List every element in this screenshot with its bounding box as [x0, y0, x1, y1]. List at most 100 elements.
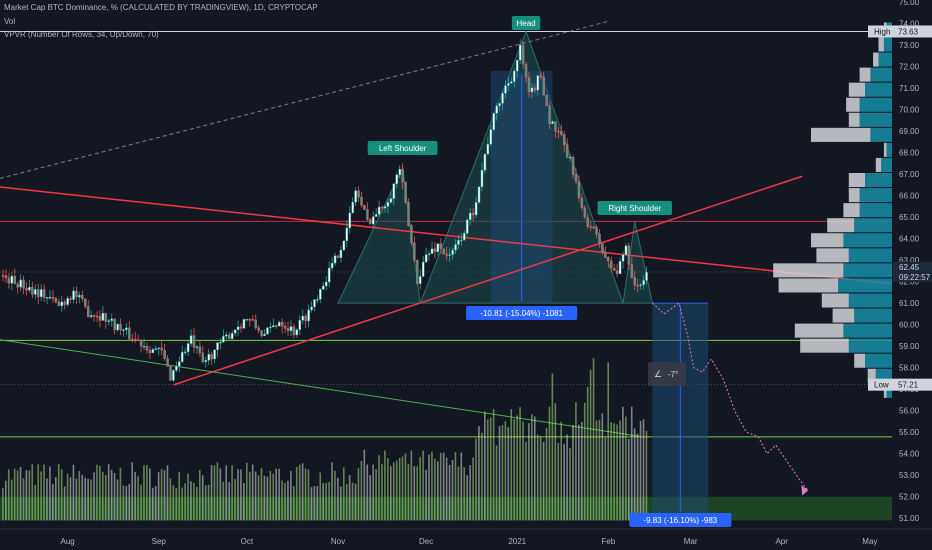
candle — [251, 315, 255, 321]
volume-bar — [551, 373, 554, 521]
head-label-text: Head — [516, 19, 535, 28]
volume-bar — [278, 468, 280, 521]
volume-bar — [63, 486, 66, 521]
volume-bar — [431, 451, 433, 521]
candle — [157, 347, 160, 356]
volume-bar — [604, 437, 607, 521]
vp-up-bar — [865, 353, 892, 368]
volume-bar — [387, 458, 389, 521]
volume-bar — [619, 420, 621, 521]
candle — [54, 296, 58, 304]
vpvr-indicator-label[interactable]: VPVR (Number Of Rows, 34, Up/Down, 70) — [4, 30, 159, 39]
candle — [286, 321, 290, 336]
volume-bar — [489, 417, 492, 521]
volume-bar — [442, 452, 445, 521]
candle — [84, 298, 87, 309]
candle — [471, 208, 475, 222]
volume-bar — [639, 420, 642, 521]
candle — [468, 207, 472, 226]
vp-down-bar — [811, 233, 844, 248]
volume-bar — [498, 426, 501, 521]
candle — [407, 198, 410, 227]
candle — [201, 346, 205, 364]
volume-bar — [607, 362, 610, 521]
volume-bar — [381, 463, 383, 521]
x-tick-label: Dec — [419, 537, 433, 546]
vp-down-bar — [848, 188, 860, 203]
candle — [313, 299, 316, 312]
candle — [131, 333, 134, 343]
volume-bar — [384, 450, 386, 521]
vol-indicator-label[interactable]: Vol — [4, 17, 16, 26]
chart-title[interactable]: Market Cap BTC Dominance, % (CALCULATED … — [4, 3, 318, 12]
vp-down-bar — [794, 323, 844, 338]
candle — [466, 218, 469, 236]
volume-bar — [436, 461, 439, 521]
volume-bar — [642, 419, 645, 521]
candle — [254, 314, 257, 330]
volume-bar — [240, 469, 242, 521]
price-tick-label: 60.00 — [899, 321, 920, 330]
volume-bar — [630, 406, 633, 521]
vp-up-bar — [870, 67, 892, 82]
volume-bar — [486, 419, 489, 521]
candle — [42, 284, 46, 302]
candle — [395, 172, 399, 189]
head-measure-label-text: -10.81 (-15.04%) -1081 — [480, 309, 563, 318]
candle — [81, 290, 84, 302]
vp-up-bar — [838, 278, 892, 293]
volume-bar — [428, 454, 430, 521]
candle — [451, 247, 454, 260]
candle — [66, 295, 69, 307]
vp-down-bar — [875, 157, 882, 173]
candle — [589, 220, 592, 231]
candle — [324, 276, 328, 291]
volume-bar — [342, 467, 345, 521]
volume-bar — [22, 478, 25, 521]
volume-bar — [357, 468, 360, 521]
candle — [336, 255, 340, 259]
volume-bar — [563, 444, 565, 521]
candle — [28, 280, 31, 293]
volume-bar — [613, 423, 615, 521]
volume-bar — [410, 450, 413, 521]
volume-bar — [416, 466, 419, 521]
volume-bar — [28, 470, 31, 521]
price-tick-label: 75.00 — [899, 0, 920, 7]
candle — [113, 318, 116, 335]
volume-bar — [622, 406, 624, 521]
candle — [136, 334, 140, 342]
candle — [166, 355, 169, 367]
candle — [548, 101, 551, 129]
vp-down-bar — [848, 112, 860, 127]
candle — [219, 338, 222, 350]
candle — [372, 211, 375, 229]
candle — [34, 284, 37, 300]
volume-bar — [16, 470, 19, 521]
candle — [410, 223, 413, 246]
volume-bar — [363, 449, 366, 521]
volume-bar — [190, 481, 192, 521]
candle — [357, 186, 360, 202]
candle — [460, 233, 463, 246]
x-tick-label: Feb — [601, 537, 615, 546]
volume-bar — [75, 478, 78, 521]
vp-up-bar — [848, 293, 892, 308]
candle — [139, 339, 143, 353]
candle — [45, 297, 49, 305]
candle — [430, 241, 434, 254]
high-badge — [868, 25, 932, 38]
candle — [51, 290, 55, 303]
volume-bar — [445, 457, 448, 521]
volume-bar — [78, 470, 81, 521]
price-tick-label: 56.00 — [899, 407, 920, 416]
volume-bar — [245, 462, 248, 521]
volume-bar — [572, 425, 574, 521]
price-tick-label: 66.00 — [899, 192, 920, 201]
candle — [645, 266, 648, 285]
volume-bar — [404, 453, 407, 521]
projection-measure-label-text: -9.83 (-16.10%) -983 — [643, 516, 717, 525]
candle — [98, 310, 102, 328]
vp-down-bar — [832, 308, 855, 323]
